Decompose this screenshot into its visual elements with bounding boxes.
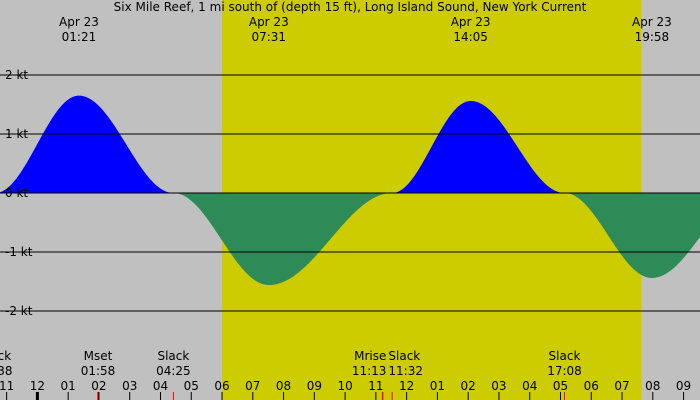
max-time-label: 01:21 <box>62 30 97 44</box>
max-date-label: Apr 23 <box>632 15 672 29</box>
moon-event-label: Mset <box>84 349 113 363</box>
max-time-label: 19:58 <box>635 30 670 44</box>
hour-tick-label: 06 <box>584 379 599 393</box>
slack-label: Slack <box>0 349 11 363</box>
y-tick-label: -2 kt <box>5 304 33 318</box>
chart-title: Six Mile Reef, 1 mi south of (depth 15 f… <box>114 0 587 14</box>
y-tick-label: -1 kt <box>5 245 33 259</box>
hour-tick-label: 04 <box>522 379 537 393</box>
y-tick-label: 2 kt <box>5 68 28 82</box>
slack-label: Slack <box>157 349 189 363</box>
max-time-label: 07:31 <box>251 30 286 44</box>
slack-label: Slack <box>549 349 581 363</box>
hour-tick-label: 07 <box>614 379 629 393</box>
y-tick-label: 0 kt <box>5 186 28 200</box>
hour-tick-label: 08 <box>276 379 291 393</box>
moon-event-time: 01:58 <box>81 364 116 378</box>
hour-tick-label: 05 <box>184 379 199 393</box>
hour-tick-label: 03 <box>491 379 506 393</box>
hour-tick-label: 07 <box>245 379 260 393</box>
hour-tick-label: 02 <box>461 379 476 393</box>
hour-tick-label: 02 <box>91 379 106 393</box>
hour-tick-label: 01 <box>430 379 445 393</box>
hour-tick-label: 01 <box>61 379 76 393</box>
moon-event-time: 11:13 <box>352 364 387 378</box>
hour-tick-label: 09 <box>307 379 322 393</box>
slack-time-label: 17:08 <box>547 364 582 378</box>
hour-tick-label: 11 <box>0 379 14 393</box>
hour-tick-label: 12 <box>399 379 414 393</box>
hour-tick-label: 03 <box>122 379 137 393</box>
max-date-label: Apr 23 <box>249 15 289 29</box>
moon-event-label: Mrise <box>354 349 386 363</box>
y-tick-label: 1 kt <box>5 127 28 141</box>
hour-tick-label: 05 <box>553 379 568 393</box>
max-date-label: Apr 23 <box>59 15 99 29</box>
ebb-area <box>0 193 700 286</box>
slack-label: Slack <box>388 349 420 363</box>
hour-tick-label: 08 <box>645 379 660 393</box>
hour-tick-label: 04 <box>153 379 168 393</box>
slack-time-label: 22:38 <box>0 364 13 378</box>
hour-tick-label: 10 <box>337 379 352 393</box>
hour-tick-label: 12 <box>30 379 45 393</box>
max-date-label: Apr 23 <box>451 15 491 29</box>
slack-time-label: 04:25 <box>156 364 191 378</box>
hour-tick-label: 09 <box>676 379 691 393</box>
max-time-label: 14:05 <box>453 30 488 44</box>
slack-time-label: 11:32 <box>388 364 423 378</box>
hour-tick-label: 06 <box>214 379 229 393</box>
hour-tick-label: 11 <box>368 379 383 393</box>
flood-area <box>0 95 700 193</box>
